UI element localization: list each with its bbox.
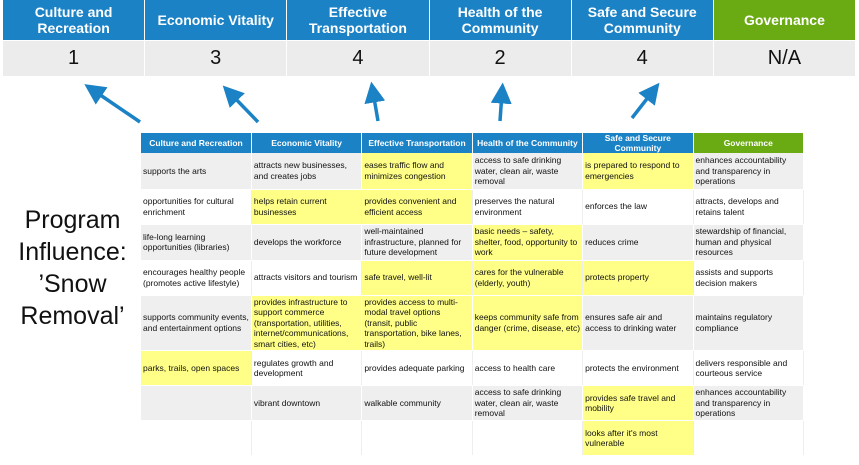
- column-header: Safe and Secure Community: [582, 133, 694, 153]
- arrow-icon: [364, 81, 386, 122]
- table-cell: enhances accountability and transparency…: [693, 385, 805, 421]
- table-cell: vibrant downtown: [251, 385, 363, 421]
- table-cell: preserves the natural environment: [472, 189, 584, 225]
- summary-header: Health of the Community: [429, 0, 572, 40]
- column-header: Culture and Recreation: [141, 133, 252, 153]
- table-row: life-long learning opportunities (librar…: [141, 224, 805, 261]
- table-cell: attracts, develops and retains talent: [693, 189, 805, 225]
- table-row: supports community events, and entertain…: [141, 295, 805, 351]
- table-cell: [693, 420, 805, 456]
- table-cell: access to safe drinking water, clean air…: [472, 385, 584, 421]
- table-cell: safe travel, well-lit: [361, 260, 473, 296]
- table-row: encourages healthy people (promotes acti…: [141, 260, 805, 296]
- table-cell: basic needs – safety, shelter, food, opp…: [472, 224, 584, 261]
- table-cell: [472, 420, 584, 456]
- table-cell: provides convenient and efficient access: [361, 189, 473, 225]
- summary-grid: Culture and Recreation 1 Economic Vitality…: [3, 0, 856, 76]
- table-cell: supports community events, and entertain…: [141, 295, 252, 351]
- title-line: Influence:: [18, 238, 127, 266]
- summary-value: N/A: [713, 40, 856, 76]
- summary-value: 4: [571, 40, 714, 76]
- table-row: opportunities for cultural enrichment hel…: [141, 189, 805, 225]
- table-cell: provides safe travel and mobility: [582, 385, 694, 421]
- summary-value: 1: [3, 40, 146, 76]
- table-row: looks after it's most vulnerable: [141, 420, 805, 456]
- summary-value: 2: [429, 40, 572, 76]
- table-row: supports the arts attracts new businesses…: [141, 153, 805, 190]
- table-cell: enhances accountability and transparency…: [693, 153, 805, 190]
- summary-header: Safe and Secure Community: [571, 0, 714, 40]
- table-cell: provides infrastructure to support comme…: [251, 295, 363, 351]
- table-cell: cares for the vulnerable (elderly, youth…: [472, 260, 584, 296]
- arrow-icon: [84, 84, 141, 124]
- arrow-icon: [630, 82, 660, 120]
- title-line: Removal’: [20, 302, 125, 330]
- table-cell: supports the arts: [141, 153, 252, 190]
- table-cell: walkable community: [361, 385, 473, 421]
- table-cell: delivers responsible and courteous servi…: [693, 350, 805, 386]
- table-cell: [141, 385, 252, 421]
- table-cell: keeps community safe from danger (crime,…: [472, 295, 584, 351]
- table-cell: attracts new businesses, and creates job…: [251, 153, 363, 190]
- table-cell: assists and supports decision makers: [693, 260, 805, 296]
- table-cell: access to health care: [472, 350, 584, 386]
- table-cell: life-long learning opportunities (librar…: [141, 224, 252, 261]
- summary-header: Culture and Recreation: [3, 0, 146, 40]
- summary-header: Effective Transportation: [287, 0, 430, 40]
- table-cell: enforces the law: [582, 189, 694, 225]
- column-header: Economic Vitality: [251, 133, 363, 153]
- table-cell: helps retain current businesses: [251, 189, 363, 225]
- table-cell: attracts visitors and tourism: [251, 260, 363, 296]
- title-line: ’Snow: [38, 270, 107, 298]
- table-cell: encourages healthy people (promotes acti…: [141, 260, 252, 296]
- title-line: Program: [24, 206, 121, 234]
- table-cell: opportunities for cultural enrichment: [141, 189, 252, 225]
- table-cell: stewardship of financial, human and phys…: [693, 224, 805, 261]
- table-cell: provides adequate parking: [361, 350, 473, 386]
- table-cell: well-maintained infrastructure, planned …: [361, 224, 473, 261]
- column-header: Health of the Community: [472, 133, 584, 153]
- arrow-icon: [490, 82, 512, 122]
- column-header: Governance: [693, 133, 805, 153]
- table-cell: reduces crime: [582, 224, 694, 261]
- table-cell: [251, 420, 363, 456]
- table-cell: ensures safe air and access to drinking …: [582, 295, 694, 351]
- table-cell: provides access to multi-modal travel op…: [361, 295, 473, 351]
- table-cell: protects the environment: [582, 350, 694, 386]
- summary-header: Economic Vitality: [145, 0, 288, 40]
- table-cell: looks after it's most vulnerable: [582, 420, 694, 456]
- arrow-icon: [222, 85, 260, 124]
- summary-value: 4: [287, 40, 430, 76]
- table-cell: access to safe drinking water, clean air…: [472, 153, 584, 190]
- table-cell: develops the workforce: [251, 224, 363, 261]
- table-cell: [361, 420, 473, 456]
- table-cell: eases traffic flow and minimizes congest…: [361, 153, 473, 190]
- table-cell: protects property: [582, 260, 694, 296]
- table-cell: is prepared to respond to emergencies: [582, 153, 694, 190]
- table-cell: [141, 420, 252, 456]
- table-cell: parks, trails, open spaces: [141, 350, 252, 386]
- summary-value: 3: [145, 40, 288, 76]
- table-cell: maintains regulatory compliance: [693, 295, 805, 351]
- table-row: parks, trails, open spaces regulates grow…: [141, 350, 805, 386]
- table-row: vibrant downtown walkable community access…: [141, 385, 805, 421]
- program-title: Program Influence: ’Snow Removal’: [0, 204, 145, 332]
- summary-header: Governance: [713, 0, 856, 40]
- influence-table: Culture and Recreation Economic Vitality E…: [141, 133, 805, 456]
- column-header: Effective Transportation: [361, 133, 473, 153]
- table-cell: regulates growth and development: [251, 350, 363, 386]
